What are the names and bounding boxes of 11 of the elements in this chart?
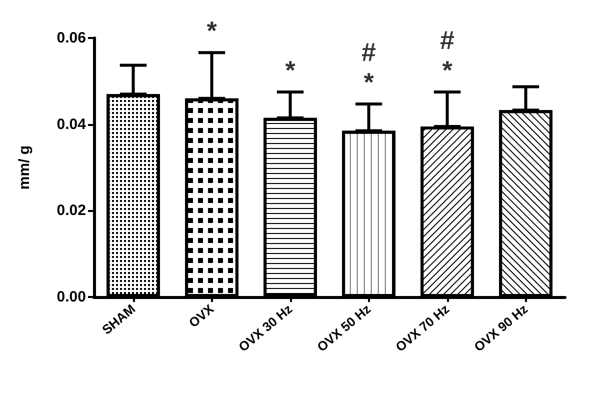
y-tick-label: 0.00 (56, 288, 86, 306)
annotation: * (364, 67, 375, 98)
y-tick-label: 0.04 (56, 116, 87, 133)
annotation: # (362, 37, 377, 68)
y-axis-title: mm/ g (16, 145, 33, 190)
annotation: * (442, 54, 454, 85)
annotation: * (285, 54, 296, 85)
annotation: * (206, 16, 218, 46)
annotation: # (440, 24, 456, 55)
y-tick-label: 0.06 (56, 30, 86, 46)
y-tick-label: 0.02 (56, 202, 86, 220)
